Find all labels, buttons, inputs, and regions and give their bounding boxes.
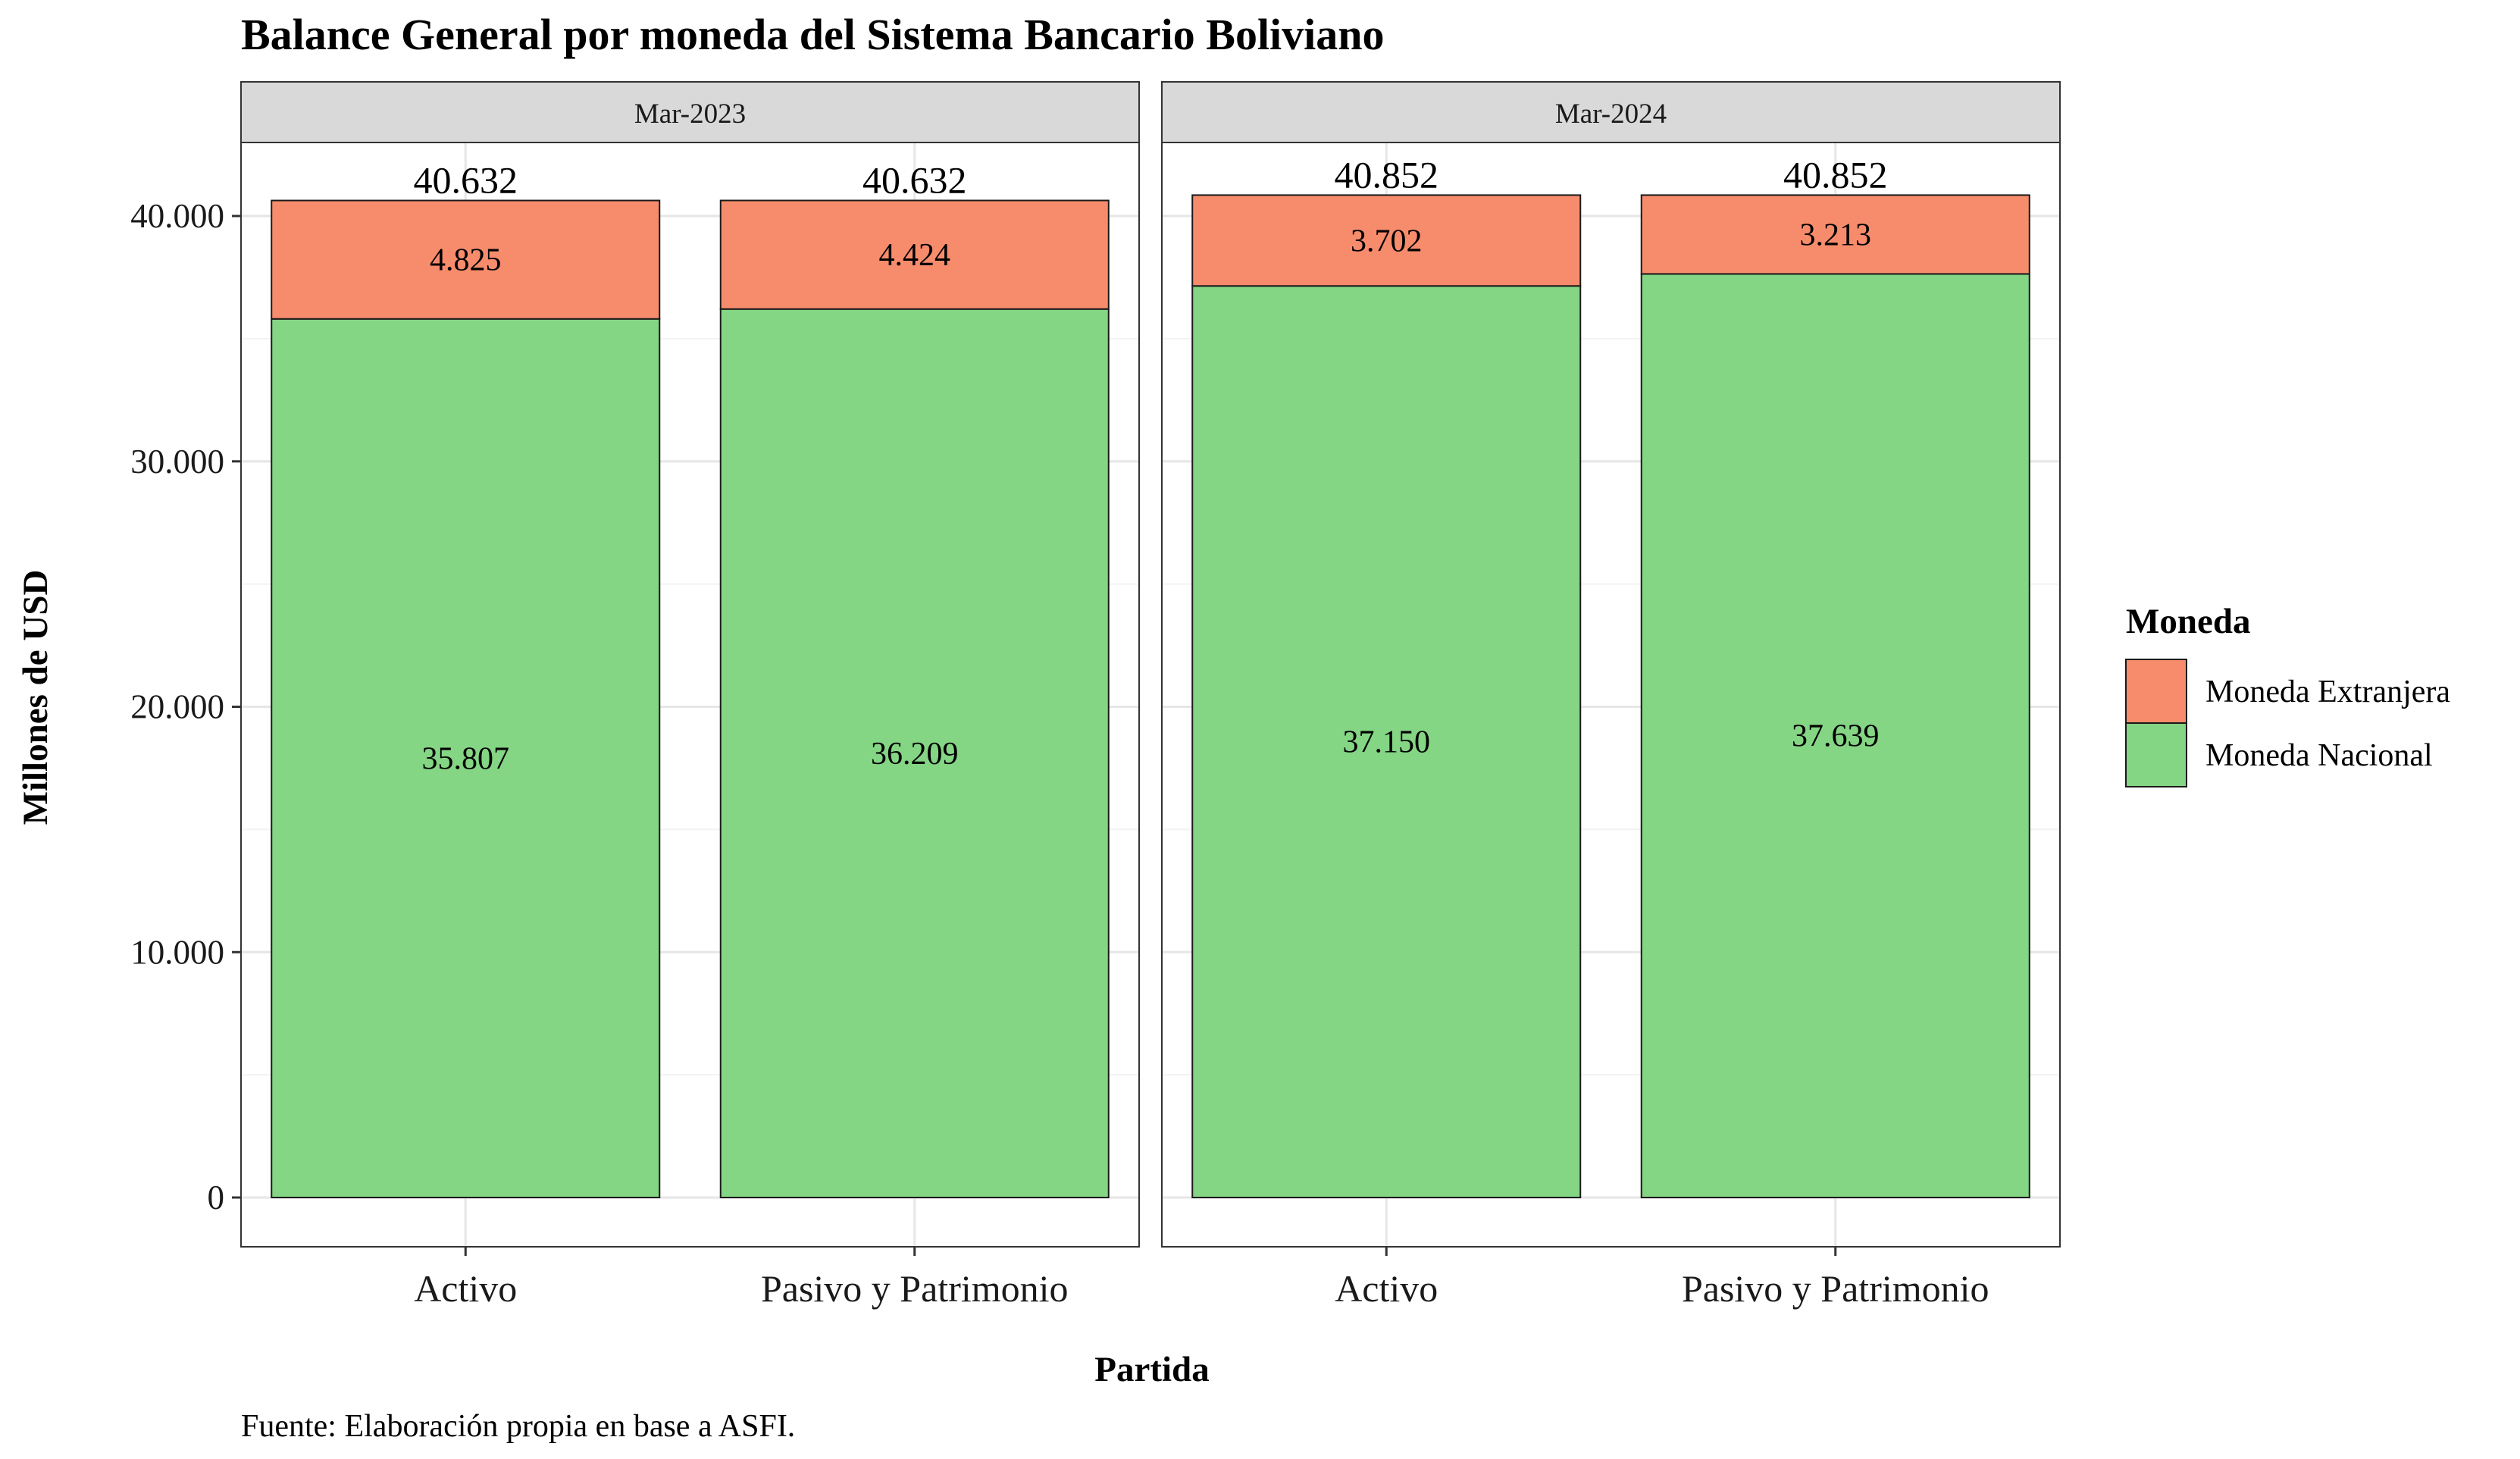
facet-strip-label: Mar-2023 (634, 99, 746, 130)
y-tick-label: 30.000 (130, 443, 224, 481)
y-tick-label: 20.000 (130, 688, 224, 726)
y-tick-label: 0 (208, 1179, 225, 1216)
x-tick-label: Pasivo y Patrimonio (761, 1267, 1069, 1310)
bar-segment-label: 3.213 (1800, 218, 1872, 252)
legend-label: Moneda Extranjera (2205, 675, 2450, 709)
bar-segment-label: 36.209 (871, 737, 959, 772)
bar-segment-label: 37.639 (1792, 719, 1880, 754)
bar-segment-extranjera (719, 199, 1110, 310)
y-axis: 0 10.000 20.000 30.000 40.000 (130, 197, 241, 1216)
bar-segment-label: 37.150 (1343, 725, 1431, 760)
bar-segment-nacional (719, 308, 1110, 1198)
y-tick-label: 10.000 (130, 933, 224, 971)
bar-segment-label: 4.825 (430, 243, 502, 278)
y-tick-label: 40.000 (130, 197, 224, 235)
panel-border (240, 142, 1140, 1248)
facet-panel-1: Mar-2023 35.807 4.825 40.632 36.209 4.424 40.6… (240, 81, 1140, 1248)
facet-strip (1161, 81, 2061, 143)
x-tick-label: Activo (1335, 1267, 1438, 1310)
chart-caption: Fuente: Elaboración propia en base a ASF… (241, 1409, 795, 1444)
facets: Mar-2023 35.807 4.825 40.632 36.209 4.424 40.6… (240, 81, 2061, 1248)
x-tick-label: Activo (414, 1267, 517, 1310)
x-axis: Activo Pasivo y Patrimonio Activo Pasivo y … (414, 1247, 1989, 1310)
bar-total-label: 40.632 (862, 159, 967, 202)
bar-total-label: 40.632 (414, 159, 518, 202)
legend-key-nacional (2125, 722, 2187, 787)
legend-title: Moneda (2126, 602, 2251, 641)
bar-total-label: 40.852 (1335, 153, 1439, 196)
x-axis-title: Partida (1094, 1350, 1209, 1389)
bar-total-label: 40.852 (1783, 153, 1888, 196)
y-axis-title: Millones de USD (16, 570, 55, 825)
x-tick-label: Pasivo y Patrimonio (1682, 1267, 1989, 1310)
bar-segment-label: 35.807 (422, 741, 510, 776)
legend: Moneda Moneda Extranjera Moneda Nacional (2125, 602, 2450, 787)
bar-segment-extranjera (1640, 194, 2030, 275)
bar-segment-extranjera (1191, 194, 1582, 287)
chart-title: Balance General por moneda del Sistema B… (241, 10, 1385, 59)
bar-segment-label: 3.702 (1351, 224, 1423, 258)
bar-segment-nacional (271, 318, 661, 1198)
panel-border (1161, 142, 2061, 1248)
legend-label: Moneda Nacional (2205, 738, 2433, 773)
facet-strip-label: Mar-2024 (1555, 99, 1667, 130)
bar-segment-nacional (1191, 285, 1582, 1198)
bar-segment-nacional (1640, 273, 2030, 1198)
bar-segment-extranjera (271, 199, 661, 320)
facet-panel-2: Mar-2024 37.150 3.702 40.852 37.639 3.213 40.8… (1161, 81, 2061, 1248)
facet-strip (240, 81, 1140, 143)
bar-segment-label: 4.424 (879, 238, 951, 273)
legend-key-extranjera (2125, 659, 2187, 724)
